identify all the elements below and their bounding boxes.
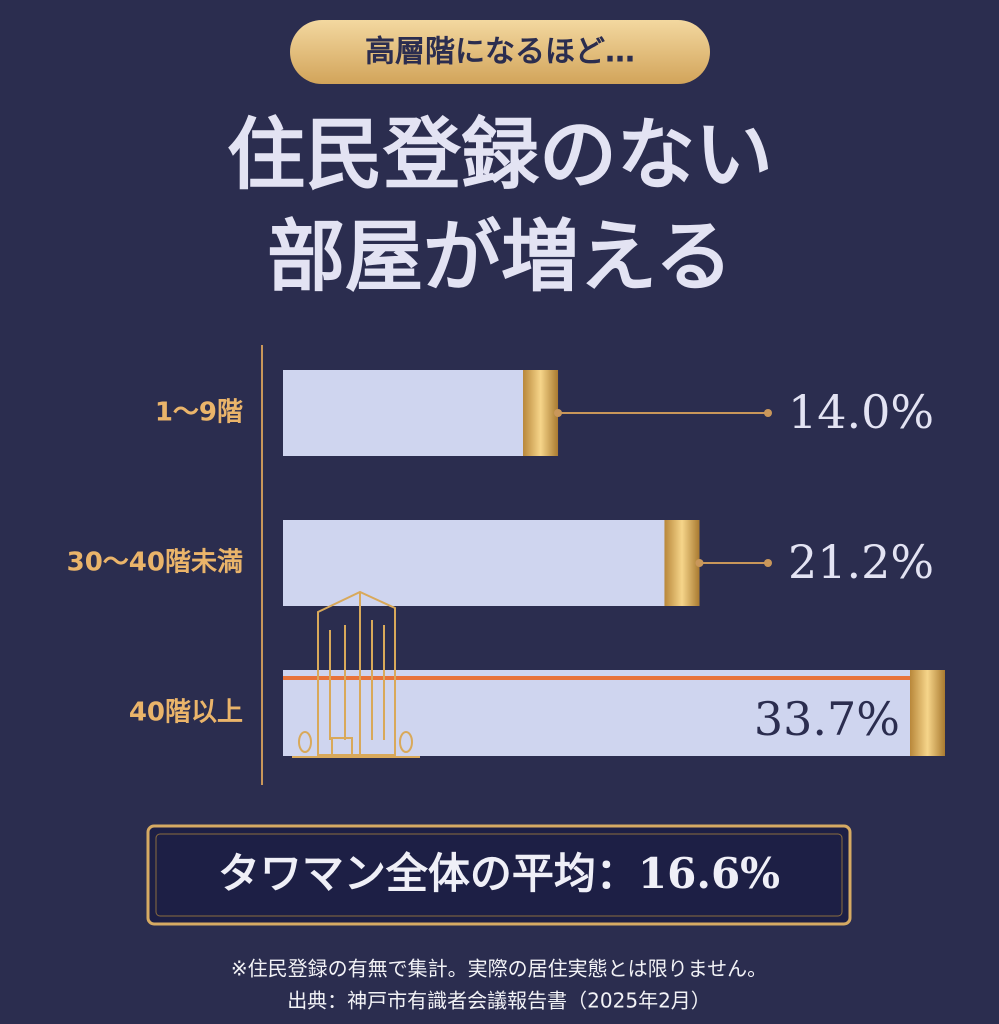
category-label: 30〜40階未満 xyxy=(67,548,243,578)
bar-cap xyxy=(523,370,559,456)
bar xyxy=(283,520,700,606)
leader-dot xyxy=(764,409,772,417)
building-icon xyxy=(292,590,420,758)
category-label: 1〜9階 xyxy=(155,398,243,428)
average-box-inner xyxy=(155,833,843,917)
badge-text: 高層階になるほど… xyxy=(365,35,635,70)
category-label: 40階以上 xyxy=(129,698,243,728)
value-label: 14.0% xyxy=(788,385,934,439)
bars: 1〜9階 14.0% 30〜40階未満 21.2% 40階以上 33.7% xyxy=(67,370,945,756)
bar-cap xyxy=(910,670,945,756)
title-line: 部屋が増える xyxy=(267,212,733,302)
note: 出典：神戸市有識者会議報告書（2025年2月） xyxy=(287,989,711,1013)
note: ※住民登録の有無で集計。実際の居住実態とは限りません。 xyxy=(231,957,767,981)
value-label: 21.2% xyxy=(788,535,934,589)
bar xyxy=(283,670,945,756)
leader-dot xyxy=(554,409,563,417)
badge xyxy=(290,20,710,84)
bar xyxy=(283,370,559,456)
value-label: 33.7% xyxy=(754,692,900,746)
bar-cap xyxy=(664,520,700,606)
average-text: タワマン全体の平均：16.6% xyxy=(218,849,780,898)
title-line: 住民登録のない xyxy=(227,110,773,200)
leader-dot xyxy=(695,559,704,567)
average-box xyxy=(146,824,852,926)
leader-dot xyxy=(764,559,772,567)
